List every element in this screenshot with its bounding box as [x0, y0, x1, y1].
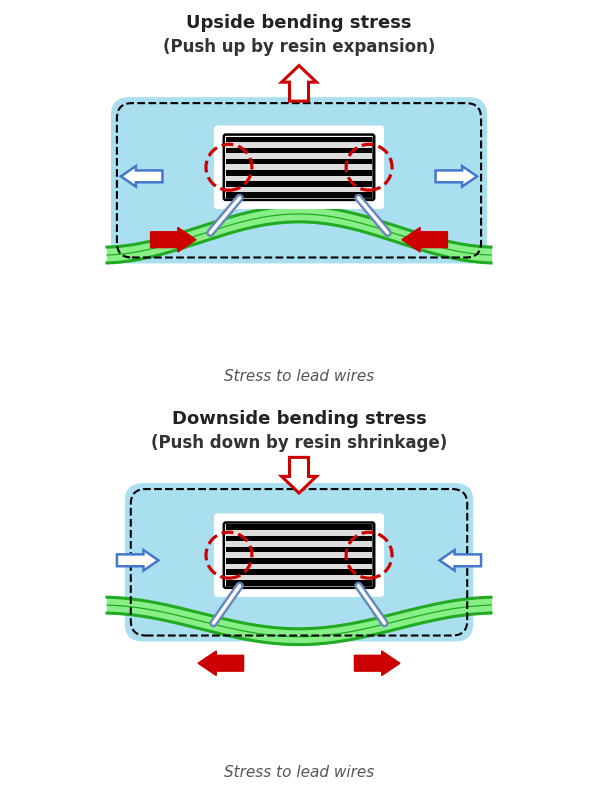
Bar	[226, 563, 372, 569]
FancyArrow shape	[355, 651, 400, 675]
Bar	[226, 192, 372, 198]
Bar	[226, 154, 372, 159]
FancyBboxPatch shape	[214, 514, 384, 597]
FancyArrow shape	[440, 550, 481, 570]
Text: Downside bending stress: Downside bending stress	[172, 410, 426, 428]
FancyArrow shape	[282, 66, 316, 101]
Bar	[226, 547, 372, 552]
Bar	[226, 525, 372, 530]
Bar	[364, 137, 372, 198]
Bar	[226, 181, 372, 186]
FancyBboxPatch shape	[214, 126, 384, 209]
FancyArrow shape	[117, 550, 158, 570]
Bar	[364, 525, 372, 586]
Bar	[226, 148, 372, 154]
Bar	[226, 137, 234, 198]
Bar	[226, 159, 372, 165]
Bar	[226, 552, 372, 558]
Bar	[226, 142, 372, 148]
Bar	[226, 165, 372, 170]
FancyArrow shape	[402, 227, 447, 252]
Bar	[226, 186, 372, 192]
FancyBboxPatch shape	[111, 97, 487, 263]
Bar	[226, 525, 234, 586]
Bar	[226, 542, 372, 547]
Bar	[226, 580, 372, 586]
FancyArrow shape	[198, 651, 243, 675]
Text: (Push up by resin expansion): (Push up by resin expansion)	[163, 38, 435, 56]
FancyArrow shape	[435, 166, 477, 186]
Bar	[226, 176, 372, 181]
Bar	[226, 569, 372, 574]
Bar	[226, 558, 372, 563]
Bar	[226, 530, 372, 536]
Bar	[226, 536, 372, 542]
FancyArrow shape	[121, 166, 163, 186]
FancyBboxPatch shape	[125, 483, 473, 642]
FancyArrow shape	[282, 458, 316, 493]
Bar	[226, 137, 372, 142]
Text: Stress to lead wires: Stress to lead wires	[224, 369, 374, 384]
Text: Stress to lead wires: Stress to lead wires	[224, 765, 374, 779]
FancyArrow shape	[151, 227, 196, 252]
Text: Upside bending stress: Upside bending stress	[186, 14, 412, 32]
Text: (Push down by resin shrinkage): (Push down by resin shrinkage)	[151, 434, 447, 452]
Bar	[226, 170, 372, 176]
Bar	[226, 574, 372, 580]
